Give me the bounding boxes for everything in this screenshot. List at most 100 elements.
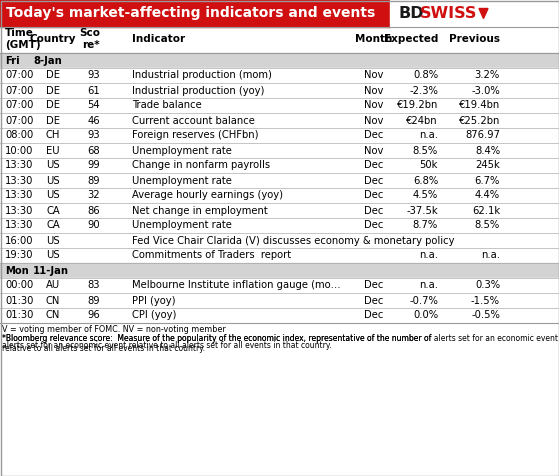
Text: 13:30: 13:30 bbox=[5, 206, 34, 216]
Bar bbox=[390, 0, 559, 27]
Text: 54: 54 bbox=[87, 100, 100, 110]
Bar bbox=[0, 233, 559, 248]
Text: 01:30: 01:30 bbox=[5, 296, 34, 306]
Text: DE: DE bbox=[46, 70, 60, 80]
Text: Mon: Mon bbox=[5, 266, 29, 276]
Text: Unemployment rate: Unemployment rate bbox=[132, 146, 232, 156]
Text: US: US bbox=[46, 190, 60, 200]
Text: Dec: Dec bbox=[364, 176, 383, 186]
Text: 32: 32 bbox=[87, 190, 100, 200]
Text: 6.8%: 6.8% bbox=[413, 176, 438, 186]
Bar bbox=[0, 158, 559, 173]
Text: Dec: Dec bbox=[364, 190, 383, 200]
Text: Foreign reserves (CHFbn): Foreign reserves (CHFbn) bbox=[132, 130, 258, 140]
Bar bbox=[0, 83, 559, 98]
Text: 99: 99 bbox=[87, 160, 100, 170]
Text: 86: 86 bbox=[87, 206, 100, 216]
Text: Dec: Dec bbox=[364, 206, 383, 216]
Text: 13:30: 13:30 bbox=[5, 160, 34, 170]
Bar bbox=[0, 27, 559, 53]
Text: n.a.: n.a. bbox=[419, 130, 438, 140]
Text: 13:30: 13:30 bbox=[5, 190, 34, 200]
Bar bbox=[0, 308, 559, 323]
Text: Industrial production (yoy): Industrial production (yoy) bbox=[132, 86, 264, 96]
Text: Indicator: Indicator bbox=[132, 34, 185, 44]
Text: Net change in employment: Net change in employment bbox=[132, 206, 268, 216]
Text: Dec: Dec bbox=[364, 310, 383, 320]
Text: CN: CN bbox=[46, 296, 60, 306]
Text: Previous: Previous bbox=[449, 34, 500, 44]
Text: -2.3%: -2.3% bbox=[409, 86, 438, 96]
Text: n.a.: n.a. bbox=[419, 250, 438, 260]
Text: DE: DE bbox=[46, 86, 60, 96]
Text: Nov: Nov bbox=[364, 70, 383, 80]
Text: Nov: Nov bbox=[364, 100, 383, 110]
Text: -3.0%: -3.0% bbox=[471, 86, 500, 96]
Text: 08:00: 08:00 bbox=[5, 130, 33, 140]
Text: 68: 68 bbox=[87, 146, 100, 156]
Text: Unemployment rate: Unemployment rate bbox=[132, 176, 232, 186]
Bar bbox=[0, 218, 559, 233]
Text: Fri: Fri bbox=[5, 56, 20, 66]
Text: 07:00: 07:00 bbox=[5, 86, 34, 96]
Text: 13:30: 13:30 bbox=[5, 176, 34, 186]
Text: €19.2bn: €19.2bn bbox=[397, 100, 438, 110]
Text: 8.5%: 8.5% bbox=[413, 146, 438, 156]
Text: 93: 93 bbox=[87, 70, 100, 80]
Text: Expected: Expected bbox=[383, 34, 438, 44]
Text: Fed Vice Chair Clarida (V) discusses economy & monetary policy: Fed Vice Chair Clarida (V) discusses eco… bbox=[132, 236, 454, 246]
Text: 245k: 245k bbox=[475, 160, 500, 170]
Text: €19.4bn: €19.4bn bbox=[459, 100, 500, 110]
Text: Average hourly earnings (yoy): Average hourly earnings (yoy) bbox=[132, 190, 283, 200]
Text: US: US bbox=[46, 236, 60, 246]
Bar bbox=[0, 173, 559, 188]
Text: 00:00: 00:00 bbox=[5, 280, 33, 290]
Text: AU: AU bbox=[46, 280, 60, 290]
Text: -0.7%: -0.7% bbox=[409, 296, 438, 306]
Text: 89: 89 bbox=[87, 176, 100, 186]
Text: 07:00: 07:00 bbox=[5, 70, 34, 80]
Bar bbox=[0, 128, 559, 143]
Text: CPI (yoy): CPI (yoy) bbox=[132, 310, 177, 320]
Text: -37.5k: -37.5k bbox=[406, 206, 438, 216]
Text: €25.2bn: €25.2bn bbox=[458, 116, 500, 126]
Text: 876.97: 876.97 bbox=[465, 130, 500, 140]
Bar bbox=[0, 248, 559, 263]
Text: 4.4%: 4.4% bbox=[475, 190, 500, 200]
Text: n.a.: n.a. bbox=[481, 250, 500, 260]
Text: 89: 89 bbox=[87, 296, 100, 306]
Bar bbox=[0, 293, 559, 308]
Text: 16:00: 16:00 bbox=[5, 236, 34, 246]
Text: €24bn: €24bn bbox=[406, 116, 438, 126]
Bar bbox=[0, 188, 559, 203]
Text: CA: CA bbox=[46, 220, 60, 230]
Text: 46: 46 bbox=[87, 116, 100, 126]
Bar bbox=[0, 263, 559, 278]
Bar bbox=[0, 0, 390, 27]
Bar bbox=[0, 143, 559, 158]
Text: Time
(GMT): Time (GMT) bbox=[5, 29, 41, 50]
Text: 10:00: 10:00 bbox=[5, 146, 34, 156]
Text: -1.5%: -1.5% bbox=[471, 296, 500, 306]
Text: 07:00: 07:00 bbox=[5, 100, 34, 110]
Text: DE: DE bbox=[46, 116, 60, 126]
Text: -0.5%: -0.5% bbox=[471, 310, 500, 320]
Text: US: US bbox=[46, 160, 60, 170]
Text: US: US bbox=[46, 250, 60, 260]
Text: 07:00: 07:00 bbox=[5, 116, 34, 126]
Text: 83: 83 bbox=[88, 280, 100, 290]
Text: PPI (yoy): PPI (yoy) bbox=[132, 296, 176, 306]
Text: Dec: Dec bbox=[364, 280, 383, 290]
Text: US: US bbox=[46, 176, 60, 186]
Text: 3.2%: 3.2% bbox=[475, 70, 500, 80]
Polygon shape bbox=[479, 9, 488, 19]
Text: Commitments of Traders  report: Commitments of Traders report bbox=[132, 250, 291, 260]
Text: 61: 61 bbox=[87, 86, 100, 96]
Text: Dec: Dec bbox=[364, 160, 383, 170]
Text: 11-Jan: 11-Jan bbox=[33, 266, 69, 276]
Text: CA: CA bbox=[46, 206, 60, 216]
Text: 8.4%: 8.4% bbox=[475, 146, 500, 156]
Text: 19:30: 19:30 bbox=[5, 250, 34, 260]
Text: *Bloomberg relevance score:  Measure of the popularity of the economic index, re: *Bloomberg relevance score: Measure of t… bbox=[2, 334, 558, 353]
Text: BD: BD bbox=[398, 6, 424, 21]
